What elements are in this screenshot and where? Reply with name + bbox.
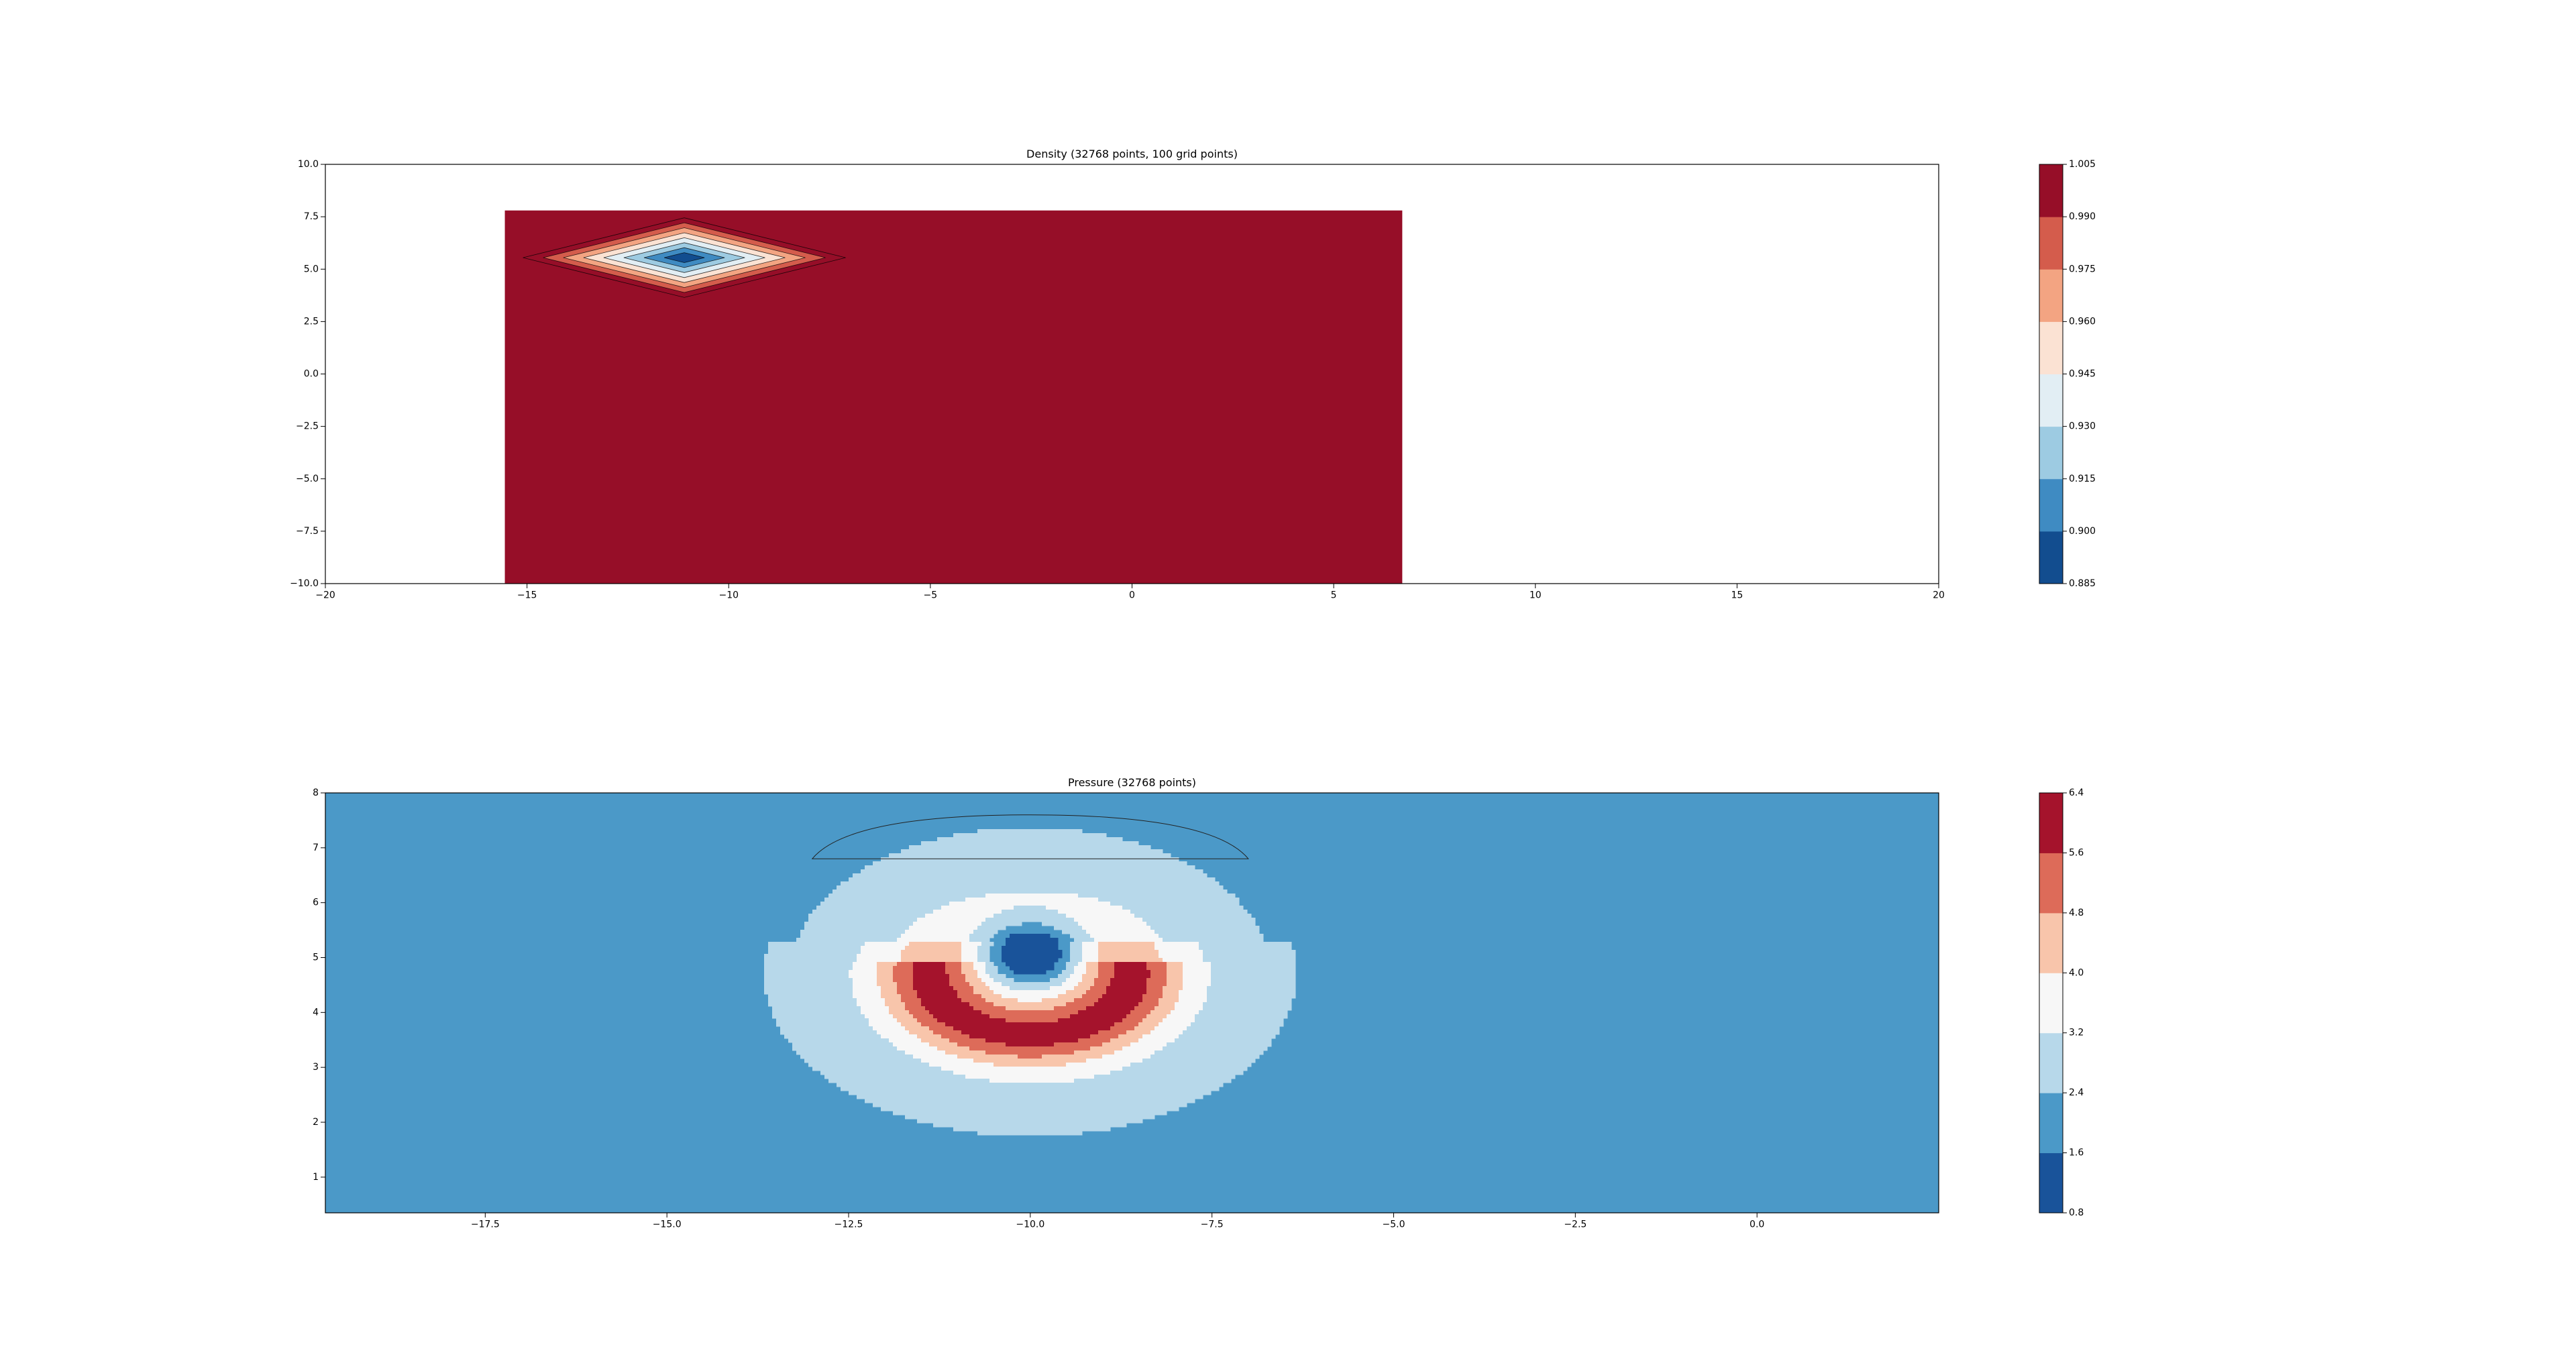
x-tick-label: −10 — [718, 590, 739, 601]
colorbar-segment — [2039, 478, 2063, 532]
pressure-panel: Pressure (32768 points) −17.5 −15.0 −12.5 −1… — [313, 776, 2084, 1230]
colorbar-tick-label: 4.0 — [2069, 967, 2084, 978]
density-contour-field — [504, 210, 1403, 584]
y-tick-label: 4 — [313, 1007, 319, 1018]
x-tick-label: −5 — [924, 590, 938, 601]
x-tick-label: 5 — [1331, 590, 1337, 601]
colorbar-segment — [2039, 1032, 2063, 1093]
colorbar-segment — [2039, 1093, 2063, 1154]
colorbar-tick-label: 0.945 — [2069, 369, 2096, 380]
colorbar-tick-label: 0.975 — [2069, 264, 2096, 274]
colorbar-segment — [2039, 217, 2063, 270]
y-tick-label: 6 — [313, 898, 319, 908]
chart-title: Pressure (32768 points) — [1068, 776, 1196, 789]
colorbar-segment — [2039, 269, 2063, 322]
x-tick-label: −15.0 — [653, 1220, 682, 1230]
y-tick-label: 5 — [313, 952, 319, 963]
x-tick-label: −10.0 — [1016, 1220, 1044, 1230]
colorbar: 6.4 5.6 4.8 4.0 3.2 2.4 1.6 0.8 — [2039, 788, 2084, 1218]
y-tick-label: −10.0 — [290, 578, 319, 589]
y-tick-label: 5.0 — [304, 264, 319, 274]
y-tick-label: 1 — [313, 1172, 319, 1183]
colorbar-tick-label: 4.8 — [2069, 908, 2084, 918]
colorbar-segment — [2039, 1152, 2063, 1213]
y-tick-label: 2 — [313, 1117, 319, 1128]
colorbar-segment — [2039, 973, 2063, 1034]
colorbar-segment — [2039, 793, 2063, 853]
y-tick-label: −7.5 — [296, 526, 319, 537]
chart-title: Density (32768 points, 100 grid points) — [1026, 148, 1238, 160]
colorbar-tick-label: 0.900 — [2069, 526, 2096, 537]
colorbar-tick-label: 0.8 — [2069, 1207, 2084, 1218]
y-tick-label: −5.0 — [296, 474, 319, 484]
x-tick-label: 0 — [1129, 590, 1135, 601]
colorbar-tick-label: 0.960 — [2069, 316, 2096, 327]
colorbar: 1.005 0.990 0.975 0.960 0.945 0.930 0.915 0.900… — [2039, 159, 2096, 589]
y-tick-label: 8 — [313, 788, 319, 798]
y-tick-label: −2.5 — [296, 421, 319, 432]
y-tick-label: 3 — [313, 1062, 319, 1073]
x-tick-label: −7.5 — [1201, 1220, 1224, 1230]
colorbar-tick-label: 6.4 — [2069, 788, 2084, 798]
colorbar-segment — [2039, 321, 2063, 374]
colorbar-tick-label: 2.4 — [2069, 1087, 2084, 1098]
x-tick-label: 10 — [1529, 590, 1542, 601]
x-tick-label: −17.5 — [471, 1220, 500, 1230]
x-tick-label: 20 — [1933, 590, 1945, 601]
colorbar-segment — [2039, 426, 2063, 480]
colorbar-tick-label: 1.005 — [2069, 159, 2096, 170]
colorbar-segment — [2039, 912, 2063, 973]
colorbar-segment — [2039, 853, 2063, 914]
x-tick-label: 15 — [1731, 590, 1743, 601]
colorbar-segment — [2039, 374, 2063, 427]
y-tick-label: 2.5 — [304, 316, 319, 327]
axes-frame — [325, 792, 1939, 1213]
colorbar-tick-label: 1.6 — [2069, 1148, 2084, 1158]
colorbar-tick-label: 0.990 — [2069, 211, 2096, 222]
y-tick-label: 0.0 — [304, 369, 319, 380]
y-tick-label: 10.0 — [298, 159, 319, 170]
colorbar-tick-label: 3.2 — [2069, 1028, 2084, 1038]
density-panel: Density (32768 points, 100 grid points) −… — [290, 148, 2096, 601]
colorbar-frame — [2039, 792, 2063, 1213]
y-tick-label: 7.5 — [304, 211, 319, 222]
x-tick-label: −15 — [517, 590, 537, 601]
colorbar-tick-label: 5.6 — [2069, 847, 2084, 858]
x-tick-label: −20 — [315, 590, 335, 601]
x-tick-label: −12.5 — [835, 1220, 863, 1230]
colorbar-segment — [2039, 164, 2063, 217]
colorbar-segment — [2039, 531, 2063, 584]
x-tick-label: 0.0 — [1750, 1220, 1764, 1230]
pressure-contour-line — [811, 814, 1249, 859]
pressure-contour-field — [325, 793, 1939, 1213]
density-contour-level — [664, 252, 705, 263]
x-tick-label: −2.5 — [1564, 1220, 1587, 1230]
x-tick-label: −5.0 — [1383, 1220, 1405, 1230]
y-tick-label: 7 — [313, 843, 319, 853]
colorbar-tick-label: 0.930 — [2069, 421, 2096, 432]
colorbar-tick-label: 0.915 — [2069, 474, 2096, 484]
colorbar-tick-label: 0.885 — [2069, 578, 2096, 589]
